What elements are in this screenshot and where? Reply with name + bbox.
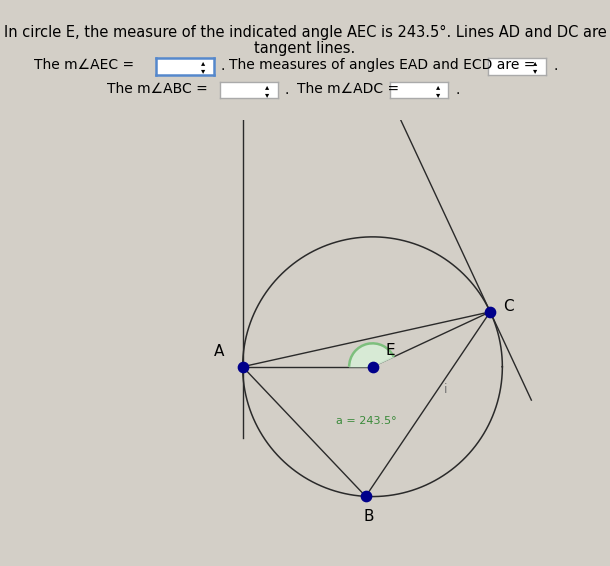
Text: ▴: ▴: [201, 58, 205, 67]
Text: B: B: [363, 509, 373, 524]
Text: The m∠AEC =: The m∠AEC =: [34, 58, 134, 72]
Polygon shape: [349, 344, 393, 367]
Point: [361, 492, 371, 501]
Point: [486, 307, 495, 316]
Text: ▴: ▴: [436, 82, 440, 91]
Text: .: .: [221, 59, 225, 73]
Text: ▾: ▾: [436, 90, 440, 99]
Text: A: A: [214, 344, 224, 359]
Text: ▾: ▾: [201, 66, 205, 75]
Text: ▾: ▾: [265, 90, 269, 99]
Text: ▴: ▴: [533, 58, 537, 67]
Text: .: .: [553, 59, 558, 73]
Text: a = 243.5°: a = 243.5°: [336, 416, 396, 426]
Point: [368, 362, 378, 371]
Point: [238, 362, 248, 371]
Text: i: i: [444, 383, 447, 396]
Text: .: .: [285, 83, 289, 97]
Text: In circle E, the measure of the indicated angle AEC is 243.5°. Lines AD and DC a: In circle E, the measure of the indicate…: [4, 25, 606, 41]
Text: ▾: ▾: [533, 66, 537, 75]
Text: ▴: ▴: [265, 82, 269, 91]
Text: C: C: [503, 299, 514, 314]
Text: tangent lines.: tangent lines.: [254, 41, 356, 57]
Text: The m∠ADC =: The m∠ADC =: [297, 82, 399, 96]
Text: The m∠ABC =: The m∠ABC =: [107, 82, 207, 96]
Text: The measures of angles EAD and ECD are =: The measures of angles EAD and ECD are =: [229, 58, 535, 72]
Text: E: E: [386, 342, 395, 358]
Text: .: .: [456, 83, 460, 97]
